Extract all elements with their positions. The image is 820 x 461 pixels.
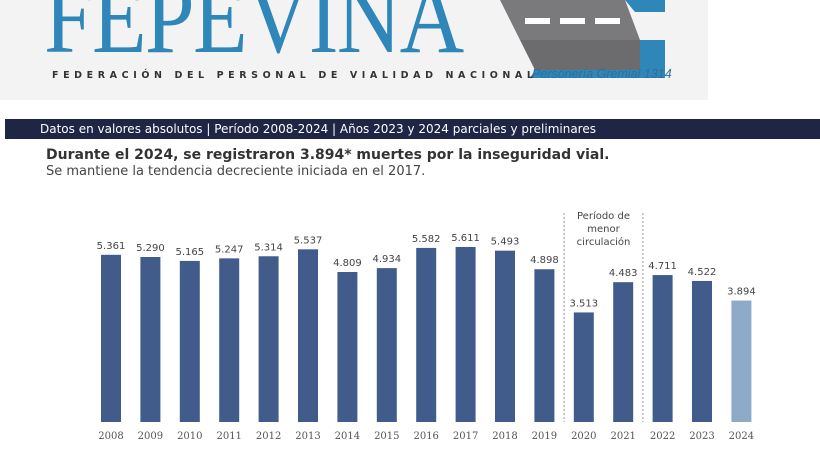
value-label: 5.611 [451,233,480,244]
value-label: 5.247 [215,244,244,255]
bar-2022 [652,275,673,422]
value-label: 4.483 [609,268,638,279]
year-label: 2017 [453,431,478,442]
year-label: 2011 [216,431,241,442]
bar-2015 [376,268,397,422]
subheadline: Se mantiene la tendencia decreciente ini… [46,164,426,179]
bar-2013 [298,249,318,422]
value-label: 5.290 [136,243,165,254]
year-label: 2009 [138,431,163,442]
road-icon [500,0,665,78]
bar-2016 [416,247,437,422]
bar-2019 [534,269,555,422]
year-label: 2024 [729,431,754,442]
annotation-text: menor [587,224,620,235]
value-label: 5.314 [254,242,283,253]
year-label: 2010 [177,431,202,442]
value-label: 4.809 [333,258,362,269]
bar-2010 [179,260,200,422]
annotation-text: Período de [577,210,630,222]
year-label: 2018 [492,431,517,442]
value-label: 5.537 [294,235,323,246]
logo-subtitle: FEDERACIÓN DEL PERSONAL DE VIALIDAD NACI… [52,70,538,81]
value-label: 5.582 [412,234,441,245]
value-label: 3.894 [727,287,756,298]
bar-2020 [573,312,594,422]
bar-2012 [258,256,279,422]
bar-2011 [219,258,240,422]
value-label: 4.934 [372,254,401,265]
value-label: 3.513 [569,298,598,309]
bar-2009 [140,257,161,422]
info-banner: Datos en valores absolutos | Período 200… [5,119,820,139]
banner-text: Datos en valores absolutos | Período 200… [40,122,596,136]
value-label: 4.522 [688,267,717,278]
value-label: 4.711 [648,261,677,272]
fepevina-logo: FEPEVINA FEDERACIÓN DEL PERSONAL DE VIAL… [0,0,708,100]
value-label: 5.165 [175,247,204,258]
bar-2017 [455,247,476,422]
year-label: 2023 [689,431,714,442]
bar-2018 [495,250,515,422]
headline: Durante el 2024, se registraron 3.894* m… [46,147,610,163]
bar-2023 [692,280,712,422]
year-label: 2015 [374,431,399,442]
year-label: 2016 [413,431,438,442]
value-label: 4.898 [530,255,559,266]
year-label: 2012 [256,431,281,442]
bar-2024 [731,300,752,422]
year-label: 2020 [571,431,596,442]
year-label: 2022 [650,431,675,442]
year-label: 2008 [98,431,123,442]
value-label: 5.361 [97,241,126,252]
value-label: 5.493 [491,237,520,248]
bar-2008 [101,254,121,422]
year-label: 2013 [295,431,320,442]
year-label: 2014 [335,431,360,442]
annotation-text: circulación [577,236,631,248]
bar-2014 [337,272,358,422]
year-label: 2019 [532,431,557,442]
logo-wordmark: FEPEVINA [44,0,464,75]
logo-tagline: Personería Gremial 1314 [532,67,672,81]
bar-2021 [613,282,634,422]
year-label: 2021 [610,431,635,442]
